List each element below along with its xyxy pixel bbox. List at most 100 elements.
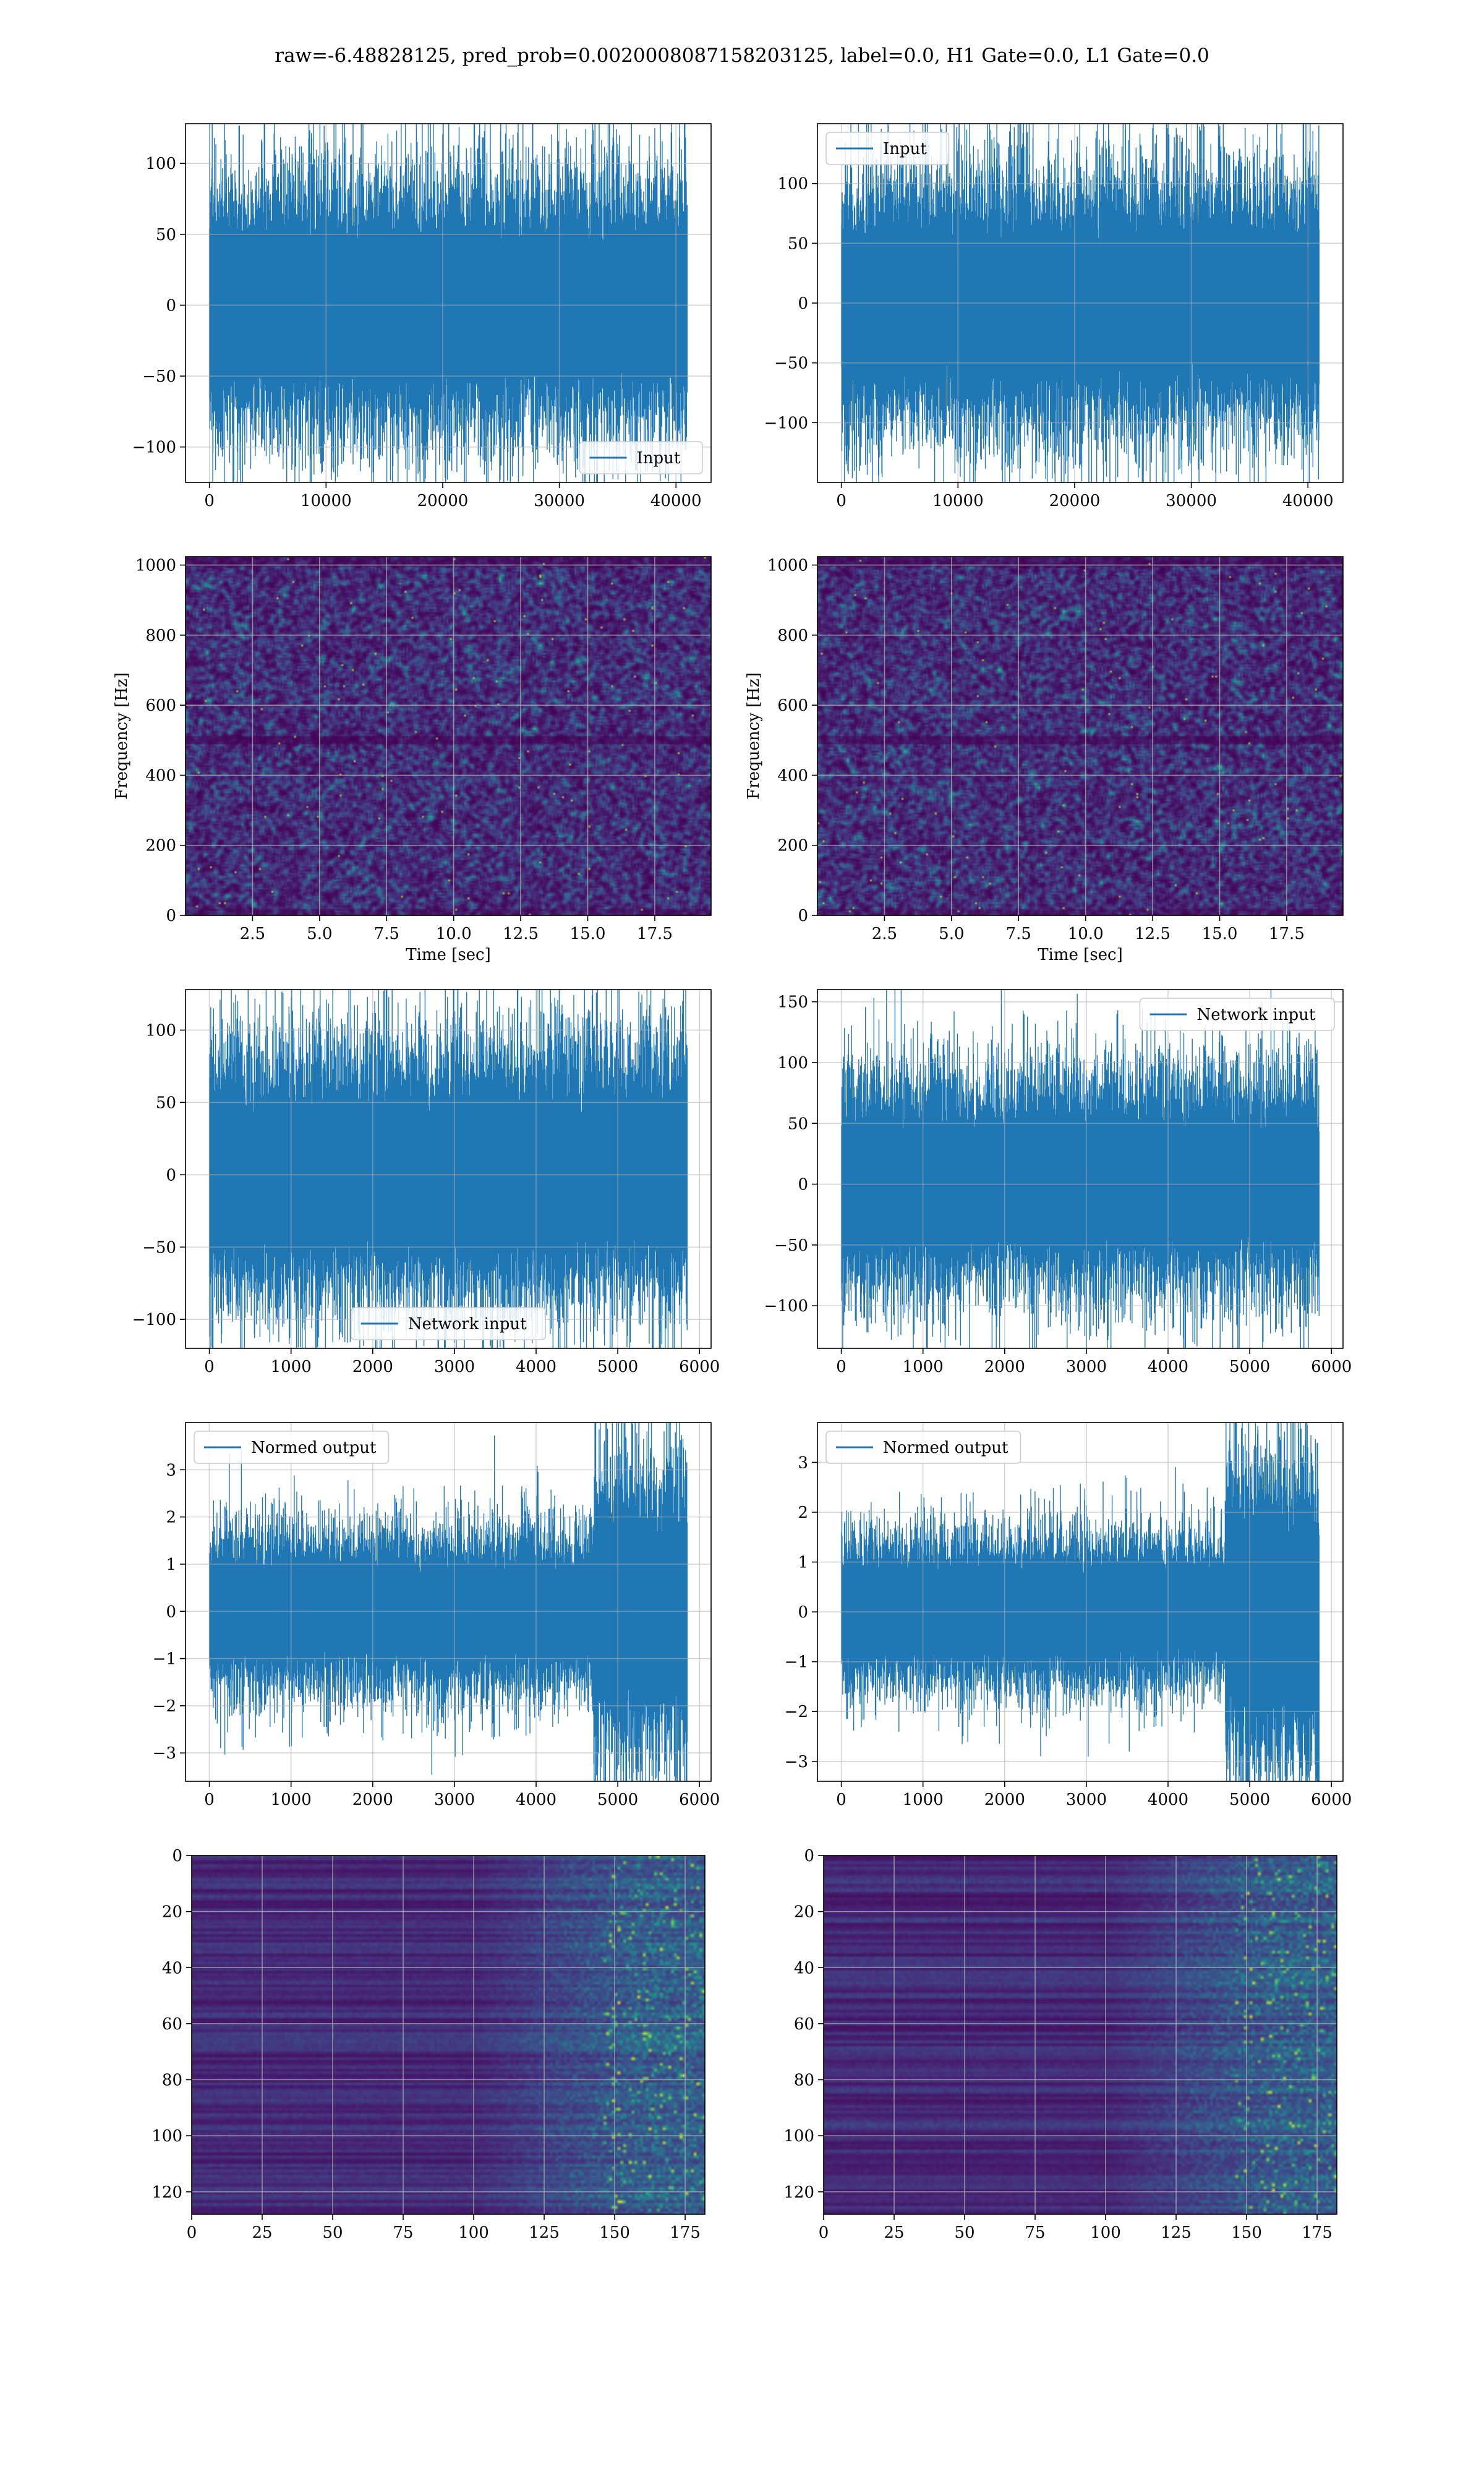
l1-network-input-y-tick-label: 100 (777, 1054, 808, 1072)
l1-feature-map-y-tick-label: 0 (804, 1847, 814, 1865)
l1-network-input-legend-label: Network input (1197, 1006, 1316, 1024)
l1-spectrogram-x-tick-label: 5.0 (939, 925, 964, 943)
h1-feature-map-x-tick-label: 75 (393, 2224, 413, 2242)
h1-normed-output-x-tick-label: 0 (204, 1791, 215, 1809)
l1-feature-map-y-tick-label: 80 (794, 2071, 814, 2090)
figure-title: raw=-6.48828125, pred_prob=0.00200080871… (275, 45, 1209, 67)
h1-feature-map-y-tick-label: 100 (151, 2127, 182, 2146)
h1-input-grid (186, 124, 711, 482)
h1-feature-map-subplot: 0 25 50 75 100 125 150 175 0 20 40 60 80 100 120 (151, 1847, 706, 2242)
h1-network-input-x-tick-label: 4000 (516, 1358, 556, 1376)
h1-spectrogram-y-tick-label: 0 (166, 907, 176, 925)
h1-normed-output-y-tick-label: 0 (166, 1603, 176, 1621)
h1-spectrogram-y-tick-label: 1000 (135, 557, 176, 575)
l1-network-input-grid (817, 990, 1343, 1348)
l1-network-input-series-line (840, 990, 1320, 1348)
h1-feature-map-plot-area (192, 1856, 705, 2214)
l1-network-input-x-tick-label: 5000 (1229, 1358, 1270, 1376)
h1-network-input-y-tick-label: −50 (142, 1238, 176, 1257)
l1-input-x-tick-label: 10000 (932, 492, 984, 510)
h1-network-input-x-tick-label: 0 (204, 1358, 215, 1376)
l1-input-y-tick-label: −50 (774, 354, 808, 373)
l1-network-input-y-tick-label: −50 (774, 1236, 808, 1255)
h1-normed-output-x-tick-label: 1000 (271, 1791, 312, 1809)
h1-spectrogram-y-tick-label: 200 (145, 837, 176, 855)
l1-network-input-x-tick-label: 0 (836, 1358, 846, 1376)
l1-spectrogram-y-tick-label: 600 (777, 696, 808, 715)
h1-feature-map-x-tick-label: 25 (252, 2224, 272, 2242)
h1-normed-output-y-tick-label: 3 (166, 1461, 176, 1479)
h1-spectrogram-x-tick-label: 2.5 (240, 925, 265, 943)
h1-network-input-x-tick-label: 6000 (679, 1358, 720, 1376)
h1-network-input-y-tick-label: −100 (132, 1311, 176, 1329)
l1-feature-map-x-tick-label: 125 (1161, 2224, 1192, 2242)
h1-network-input-legend-label: Network input (408, 1315, 527, 1333)
h1-spectrogram-plot-area (186, 557, 711, 915)
l1-input-y-tick-label: 50 (788, 234, 808, 253)
l1-feature-map-plot-area (824, 1856, 1337, 2214)
l1-normed-output-x-tick-label: 3000 (1066, 1791, 1107, 1809)
l1-spectrogram-y-tick-label: 1000 (767, 557, 808, 575)
h1-network-input-subplot: 0 1000 2000 3000 4000 5000 6000 −100 −50 0 50 100 Ne… (132, 989, 720, 1376)
l1-normed-output-legend: Normed output (825, 1431, 1021, 1464)
l1-spectrogram-y-tick-label: 0 (798, 907, 808, 925)
l1-feature-map-x-tick-label: 150 (1231, 2224, 1262, 2242)
h1-spectrogram-subplot: 2.5 5.0 7.5 10.0 12.5 15.0 17.5 0 200 400 600 800 10… (113, 556, 712, 964)
l1-feature-map-axes-frame (823, 1855, 1337, 2215)
h1-input-y-tick-label: 100 (145, 155, 176, 173)
h1-input-subplot: 0 10000 20000 30000 40000 −100 −50 0 50 100 Input (132, 123, 712, 510)
l1-input-subplot: 0 10000 20000 30000 40000 −100 −50 0 50 100 Input (764, 123, 1344, 510)
l1-normed-output-x-tick-label: 1000 (903, 1791, 944, 1809)
h1-input-y-tick-label: −50 (142, 367, 176, 386)
h1-network-input-x-tick-label: 1000 (271, 1358, 312, 1376)
h1-input-y-tick-label: −100 (132, 439, 176, 457)
l1-feature-map-heatmap-image (824, 1856, 1337, 2214)
h1-spectrogram-x-tick-label: 15.0 (570, 925, 606, 943)
l1-spectrogram-x-tick-label: 10.0 (1068, 925, 1104, 943)
h1-network-input-x-tick-label: 3000 (434, 1358, 475, 1376)
l1-network-input-x-tick-label: 1000 (903, 1358, 944, 1376)
h1-network-input-x-tick-label: 5000 (597, 1358, 638, 1376)
l1-spectrogram-y-axis-label: Frequency [Hz] (744, 672, 763, 800)
h1-feature-map-x-tick-label: 125 (529, 2224, 560, 2242)
l1-feature-map-y-tick-label: 20 (794, 1903, 814, 1922)
l1-spectrogram-x-axis-label: Time [sec] (1038, 946, 1123, 964)
l1-normed-output-x-tick-label: 4000 (1148, 1791, 1188, 1809)
l1-normed-output-y-tick-label: 3 (798, 1453, 808, 1472)
h1-input-x-tick-label: 0 (204, 492, 215, 510)
l1-spectrogram-y-tick-label: 400 (777, 766, 808, 785)
l1-normed-output-x-tick-label: 2000 (984, 1791, 1025, 1809)
l1-input-legend-label: Input (883, 140, 927, 158)
l1-normed-output-y-tick-label: −3 (785, 1753, 808, 1771)
h1-input-x-tick-label: 30000 (534, 492, 585, 510)
l1-network-input-subplot: 0 1000 2000 3000 4000 5000 6000 −100 −50 0 50 100 15… (764, 989, 1352, 1376)
l1-normed-output-y-tick-label: −2 (785, 1703, 808, 1721)
l1-normed-output-y-tick-label: 0 (798, 1603, 808, 1622)
h1-feature-map-y-tick-label: 60 (162, 2015, 182, 2034)
h1-network-input-plot-area (208, 990, 688, 1348)
h1-normed-output-x-tick-label: 6000 (679, 1791, 720, 1809)
l1-spectrogram-x-tick-label: 15.0 (1202, 925, 1238, 943)
l1-feature-map-y-tick-label: 40 (794, 1959, 814, 1977)
l1-spectrogram-plot-area (817, 557, 1343, 915)
l1-feature-map-x-tick-label: 0 (819, 2224, 829, 2242)
l1-input-x-tick-label: 30000 (1166, 492, 1217, 510)
l1-spectrogram-x-tick-label: 2.5 (872, 925, 897, 943)
l1-input-y-tick-label: 0 (798, 294, 808, 313)
l1-feature-map-y-tick-label: 100 (783, 2127, 814, 2146)
l1-input-y-tick-label: −100 (764, 414, 808, 432)
l1-normed-output-x-tick-label: 0 (836, 1791, 846, 1809)
h1-spectrogram-x-tick-label: 5.0 (307, 925, 332, 943)
h1-feature-map-y-tick-label: 120 (151, 2183, 182, 2202)
h1-normed-output-x-tick-label: 4000 (516, 1791, 556, 1809)
l1-input-x-tick-label: 0 (836, 492, 846, 510)
l1-normed-output-axes-frame (817, 1422, 1344, 1782)
l1-network-input-y-tick-label: 0 (798, 1176, 808, 1194)
l1-feature-map-subplot: 0 25 50 75 100 125 150 175 0 20 40 60 80 100 120 (783, 1847, 1337, 2242)
h1-input-y-tick-label: 50 (156, 226, 176, 244)
l1-normed-output-x-tick-label: 6000 (1311, 1791, 1352, 1809)
l1-network-input-x-tick-label: 2000 (984, 1358, 1025, 1376)
l1-feature-map-y-tick-label: 120 (783, 2183, 814, 2202)
l1-network-input-plot-area (840, 990, 1320, 1348)
h1-spectrogram-axes-frame (185, 556, 712, 916)
